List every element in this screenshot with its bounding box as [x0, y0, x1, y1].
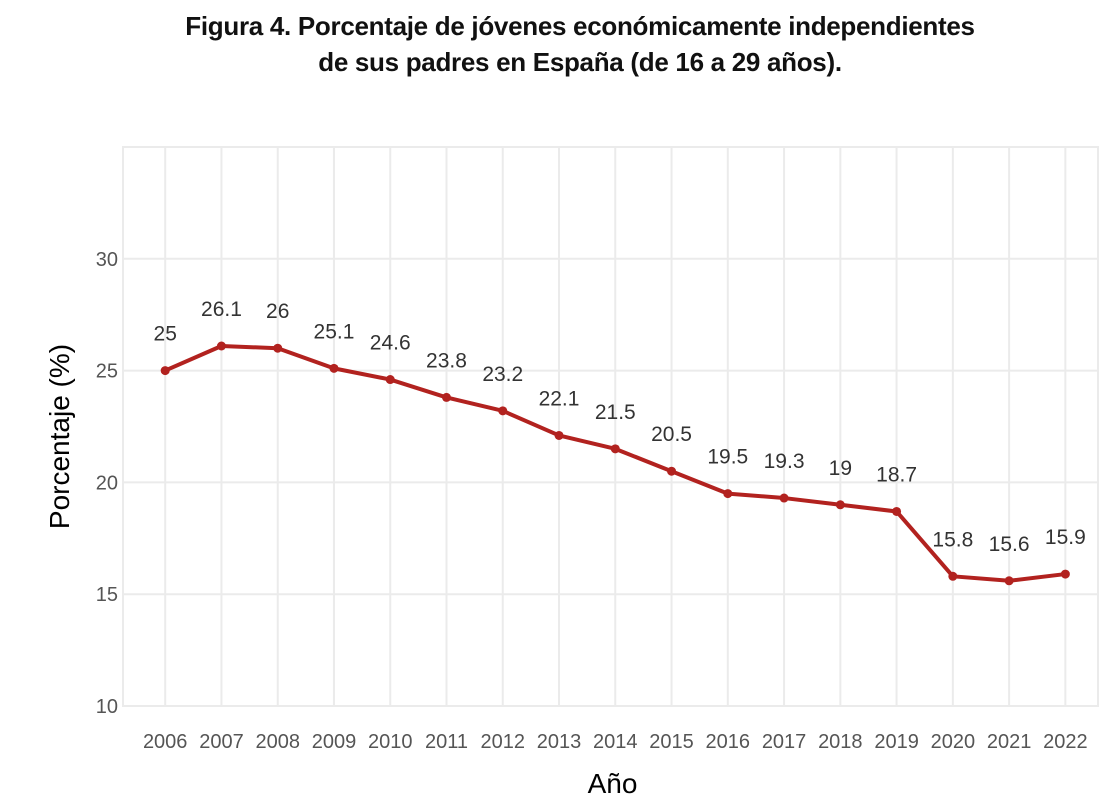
x-tick-label: 2011	[425, 731, 468, 753]
data-label: 25	[154, 323, 177, 346]
data-label: 19	[829, 457, 852, 480]
x-tick-label: 2014	[593, 731, 638, 753]
data-labels: 25 26.1 26 25.1 24.6 23.8 23.2 22.1 21.5 20.5 19.5…	[154, 298, 1086, 556]
y-tick-label: 30	[96, 249, 118, 271]
data-point	[610, 444, 620, 454]
data-label: 26	[266, 300, 289, 323]
data-point	[948, 571, 958, 581]
x-tick-label: 2008	[255, 731, 300, 753]
data-point	[441, 392, 451, 402]
data-point	[329, 363, 339, 373]
x-tick-label: 2020	[931, 731, 976, 753]
data-label: 15.8	[932, 528, 973, 551]
chart-title-line-1: Figura 4. Porcentaje de jóvenes económic…	[185, 11, 975, 41]
data-point	[667, 466, 677, 476]
data-point	[385, 375, 395, 385]
data-label: 19.3	[764, 450, 805, 473]
x-tick-label: 2019	[874, 731, 919, 753]
data-point	[160, 366, 170, 376]
chart-title: Figura 4. Porcentaje de jóvenes económic…	[0, 8, 1119, 80]
x-axis-title: Año	[588, 768, 638, 799]
y-tick-label: 15	[96, 584, 118, 606]
data-point	[892, 506, 902, 516]
x-tick-label: 2022	[1043, 731, 1088, 753]
x-axis-ticks: 2006 2007 2008 2009 2010 2011 2012 2013 2014 2015…	[143, 731, 1088, 753]
data-label: 25.1	[314, 320, 355, 343]
y-tick-label: 10	[96, 696, 118, 718]
chart-title-line-2: de sus padres en España (de 16 a 29 años…	[318, 47, 842, 77]
data-label: 24.6	[370, 332, 411, 355]
y-tick-label: 25	[96, 361, 118, 383]
x-tick-label: 2016	[706, 731, 751, 753]
x-tick-label: 2009	[312, 731, 357, 753]
data-point	[273, 343, 283, 353]
x-tick-label: 2013	[537, 731, 582, 753]
gridlines	[123, 147, 1098, 707]
data-point	[779, 493, 789, 503]
data-label: 23.8	[426, 349, 467, 372]
data-point	[216, 341, 226, 351]
y-tick-label: 20	[96, 472, 118, 494]
data-points	[160, 341, 1070, 586]
data-label: 18.7	[876, 463, 917, 486]
x-tick-label: 2015	[649, 731, 694, 753]
x-tick-label: 2010	[368, 731, 413, 753]
data-point	[723, 489, 733, 499]
x-tick-label: 2018	[818, 731, 863, 753]
data-label: 15.6	[989, 533, 1030, 556]
x-tick-label: 2012	[481, 731, 526, 753]
data-label: 22.1	[539, 387, 580, 410]
data-label: 19.5	[707, 446, 748, 469]
data-point	[498, 406, 508, 416]
x-tick-label: 2006	[143, 731, 188, 753]
data-label: 15.9	[1045, 526, 1086, 549]
plot-panel-border	[122, 146, 1099, 707]
x-tick-label: 2017	[762, 731, 807, 753]
x-tick-label: 2021	[987, 731, 1032, 753]
y-axis-title: Porcentaje (%)	[44, 344, 75, 529]
data-label: 23.2	[482, 363, 523, 386]
data-label: 20.5	[651, 423, 692, 446]
x-tick-label: 2007	[199, 731, 244, 753]
data-label: 21.5	[595, 401, 636, 424]
data-label: 26.1	[201, 298, 242, 321]
data-point	[835, 500, 845, 510]
data-point	[1004, 576, 1014, 586]
y-axis-ticks: 10 15 20 25 30	[96, 249, 118, 718]
data-point	[554, 430, 564, 440]
data-point	[1060, 569, 1070, 579]
